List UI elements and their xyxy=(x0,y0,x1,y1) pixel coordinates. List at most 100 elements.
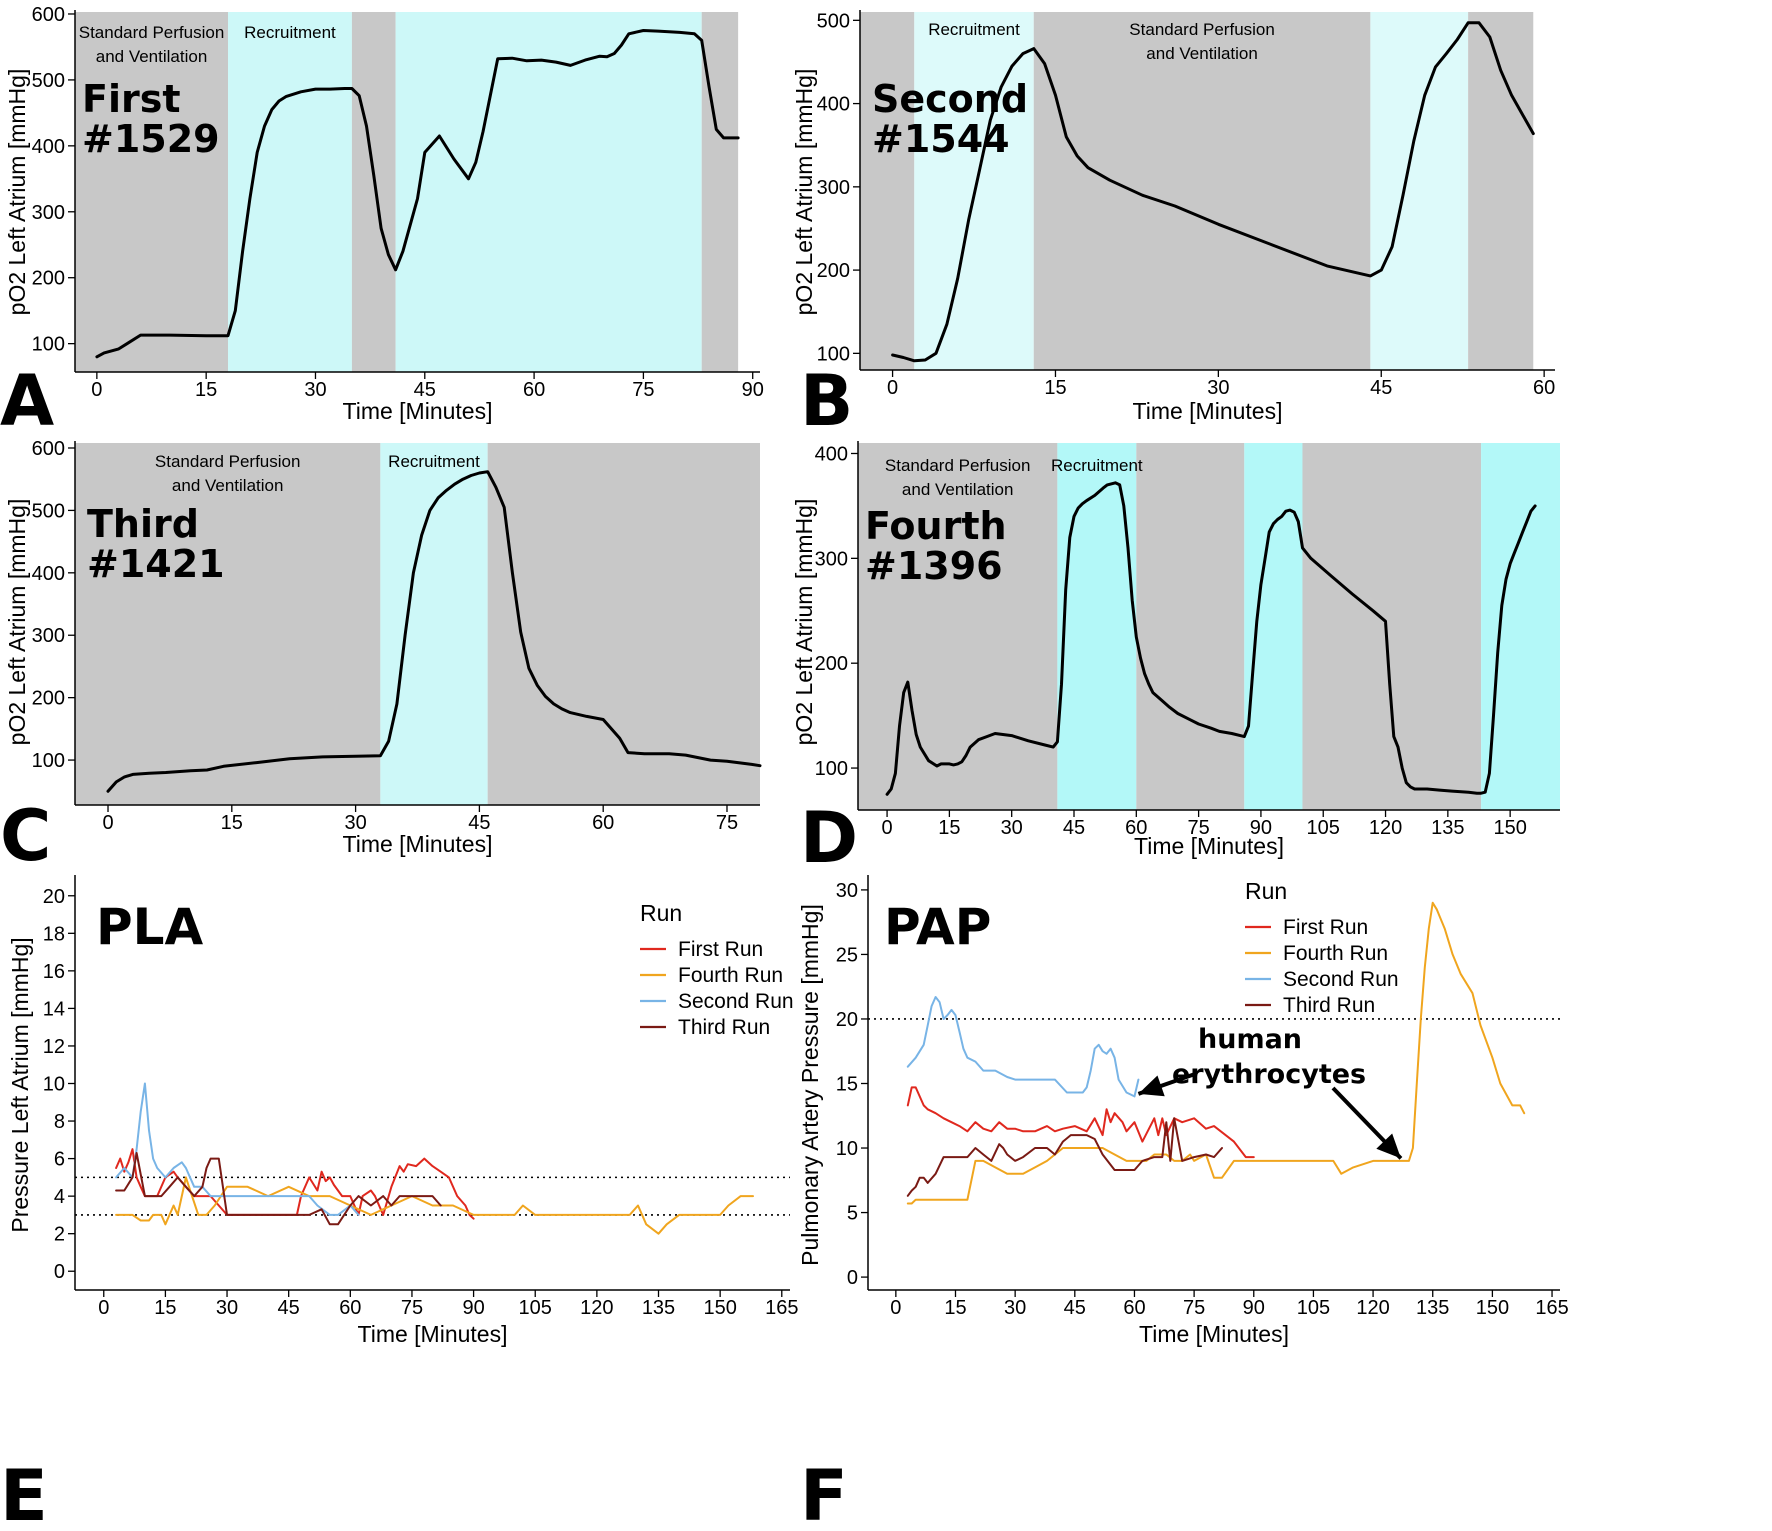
region-label: Standard Perfusion xyxy=(1129,20,1275,39)
series-line-C xyxy=(106,470,762,793)
x-axis-label: Time [Minutes] xyxy=(343,831,493,857)
y-tick-label: 5 xyxy=(847,1203,858,1225)
y-tick-label: 500 xyxy=(32,500,65,522)
x-tick-label: 45 xyxy=(414,379,436,401)
y-tick-label: 500 xyxy=(817,10,850,32)
x-tick-label: 30 xyxy=(344,812,366,834)
x-tick-label: 135 xyxy=(1431,817,1464,839)
y-tick-label: 400 xyxy=(32,136,65,158)
run-tag: #1544 xyxy=(872,117,1010,161)
chart-F: 0 15 30 45 60 75 90 105 120 135 150 165 0 5 10 15 20 25 30… xyxy=(797,875,1569,1531)
region-C-1 xyxy=(380,443,488,805)
chart-tag: PLA xyxy=(96,898,204,956)
y-tick-label: 30 xyxy=(836,880,858,902)
region-label: Standard Perfusion xyxy=(885,456,1031,475)
y-tick-label: 15 xyxy=(836,1074,858,1096)
x-tick-label: 165 xyxy=(1535,1297,1568,1319)
x-tick-label: 0 xyxy=(98,1297,109,1319)
x-tick-label: 75 xyxy=(401,1297,423,1319)
x-axis-label: Time [Minutes] xyxy=(1134,833,1284,859)
region-label: Recruitment xyxy=(388,452,480,471)
y-tick-label: 16 xyxy=(43,961,65,983)
panel-label-E: E xyxy=(0,1455,48,1531)
panel-label-A: A xyxy=(0,360,54,442)
y-tick-label: 100 xyxy=(32,750,65,772)
x-axis-label: Time [Minutes] xyxy=(358,1321,508,1347)
series-line-fourth-run xyxy=(115,1176,754,1235)
x-tick-label: 45 xyxy=(468,812,490,834)
region-label: Recruitment xyxy=(1051,456,1143,475)
x-tick-label: 0 xyxy=(102,812,113,834)
x-tick-label: 75 xyxy=(632,379,654,401)
x-tick-label: 30 xyxy=(216,1297,238,1319)
y-tick-label: 6 xyxy=(54,1149,65,1171)
legend-item: Second Run xyxy=(1283,968,1399,991)
y-tick-label: 14 xyxy=(43,998,65,1020)
region-label: and Ventilation xyxy=(96,47,208,66)
x-tick-label: 60 xyxy=(1125,817,1147,839)
y-axis-label: pO2 Left Atrium [mmHg] xyxy=(4,499,30,746)
run-tag: First xyxy=(82,77,181,121)
y-tick-label: 10 xyxy=(43,1074,65,1096)
x-tick-label: 105 xyxy=(519,1297,552,1319)
series-line-A xyxy=(95,29,740,359)
region-label: and Ventilation xyxy=(902,480,1014,499)
region-B-3 xyxy=(1370,12,1469,370)
annotation-text: erythrocytes xyxy=(1172,1059,1366,1090)
region-B-2 xyxy=(1033,12,1371,370)
x-tick-label: 120 xyxy=(1356,1297,1389,1319)
x-tick-label: 120 xyxy=(580,1297,613,1319)
x-axis-label: Time [Minutes] xyxy=(1139,1321,1289,1347)
region-D-0 xyxy=(858,443,1058,810)
y-tick-label: 2 xyxy=(54,1224,65,1246)
y-tick-label: 300 xyxy=(32,625,65,647)
y-axis-label: pO2 Left Atrium [mmHg] xyxy=(4,69,30,316)
run-tag: #1529 xyxy=(82,117,220,161)
panel-label-C: C xyxy=(0,795,51,877)
x-tick-label: 15 xyxy=(1044,377,1066,399)
legend-item: First Run xyxy=(678,938,763,961)
y-tick-label: 18 xyxy=(43,923,65,945)
series-line-second-run xyxy=(906,996,1140,1098)
legend-item: Second Run xyxy=(678,990,794,1013)
region-C-0 xyxy=(75,443,381,805)
run-tag: Second xyxy=(872,77,1028,121)
panel-label-D: D xyxy=(800,797,858,879)
y-tick-label: 100 xyxy=(817,343,850,365)
region-A-3 xyxy=(395,12,702,372)
x-tick-label: 15 xyxy=(195,379,217,401)
x-tick-label: 45 xyxy=(1063,817,1085,839)
y-tick-label: 400 xyxy=(815,443,848,465)
region-label: Recruitment xyxy=(244,23,336,42)
series-line-D xyxy=(885,481,1537,796)
y-tick-label: 0 xyxy=(847,1267,858,1289)
x-tick-label: 90 xyxy=(462,1297,484,1319)
x-tick-label: 150 xyxy=(1476,1297,1509,1319)
chart-C: Standard Perfusion and Ventilation Recruit… xyxy=(0,438,762,877)
x-tick-label: 60 xyxy=(523,379,545,401)
x-tick-label: 30 xyxy=(1001,817,1023,839)
y-tick-label: 600 xyxy=(32,438,65,460)
x-tick-label: 120 xyxy=(1369,817,1402,839)
y-tick-label: 300 xyxy=(32,202,65,224)
region-D-1 xyxy=(1057,443,1137,810)
x-tick-label: 90 xyxy=(1250,817,1272,839)
y-tick-label: 10 xyxy=(836,1138,858,1160)
series-line-second-run xyxy=(115,1082,360,1216)
panel-label-F: F xyxy=(800,1455,848,1531)
chart-A: Standard Perfusion and Ventilation Recruit… xyxy=(0,4,764,442)
region-D-4 xyxy=(1302,443,1482,810)
series-line-B xyxy=(891,21,1535,363)
x-tick-label: 60 xyxy=(339,1297,361,1319)
chart-D: Standard Perfusion and Ventilation Recruit… xyxy=(791,441,1560,879)
y-tick-label: 300 xyxy=(817,177,850,199)
run-tag: #1396 xyxy=(865,544,1003,588)
y-tick-label: 500 xyxy=(32,70,65,92)
y-tick-label: 100 xyxy=(32,334,65,356)
y-tick-label: 400 xyxy=(32,563,65,585)
annotation-arrow-right-head xyxy=(1376,1133,1401,1159)
y-tick-label: 25 xyxy=(836,944,858,966)
run-tag: Fourth xyxy=(865,504,1007,548)
x-tick-label: 15 xyxy=(221,812,243,834)
x-tick-label: 60 xyxy=(1533,377,1555,399)
